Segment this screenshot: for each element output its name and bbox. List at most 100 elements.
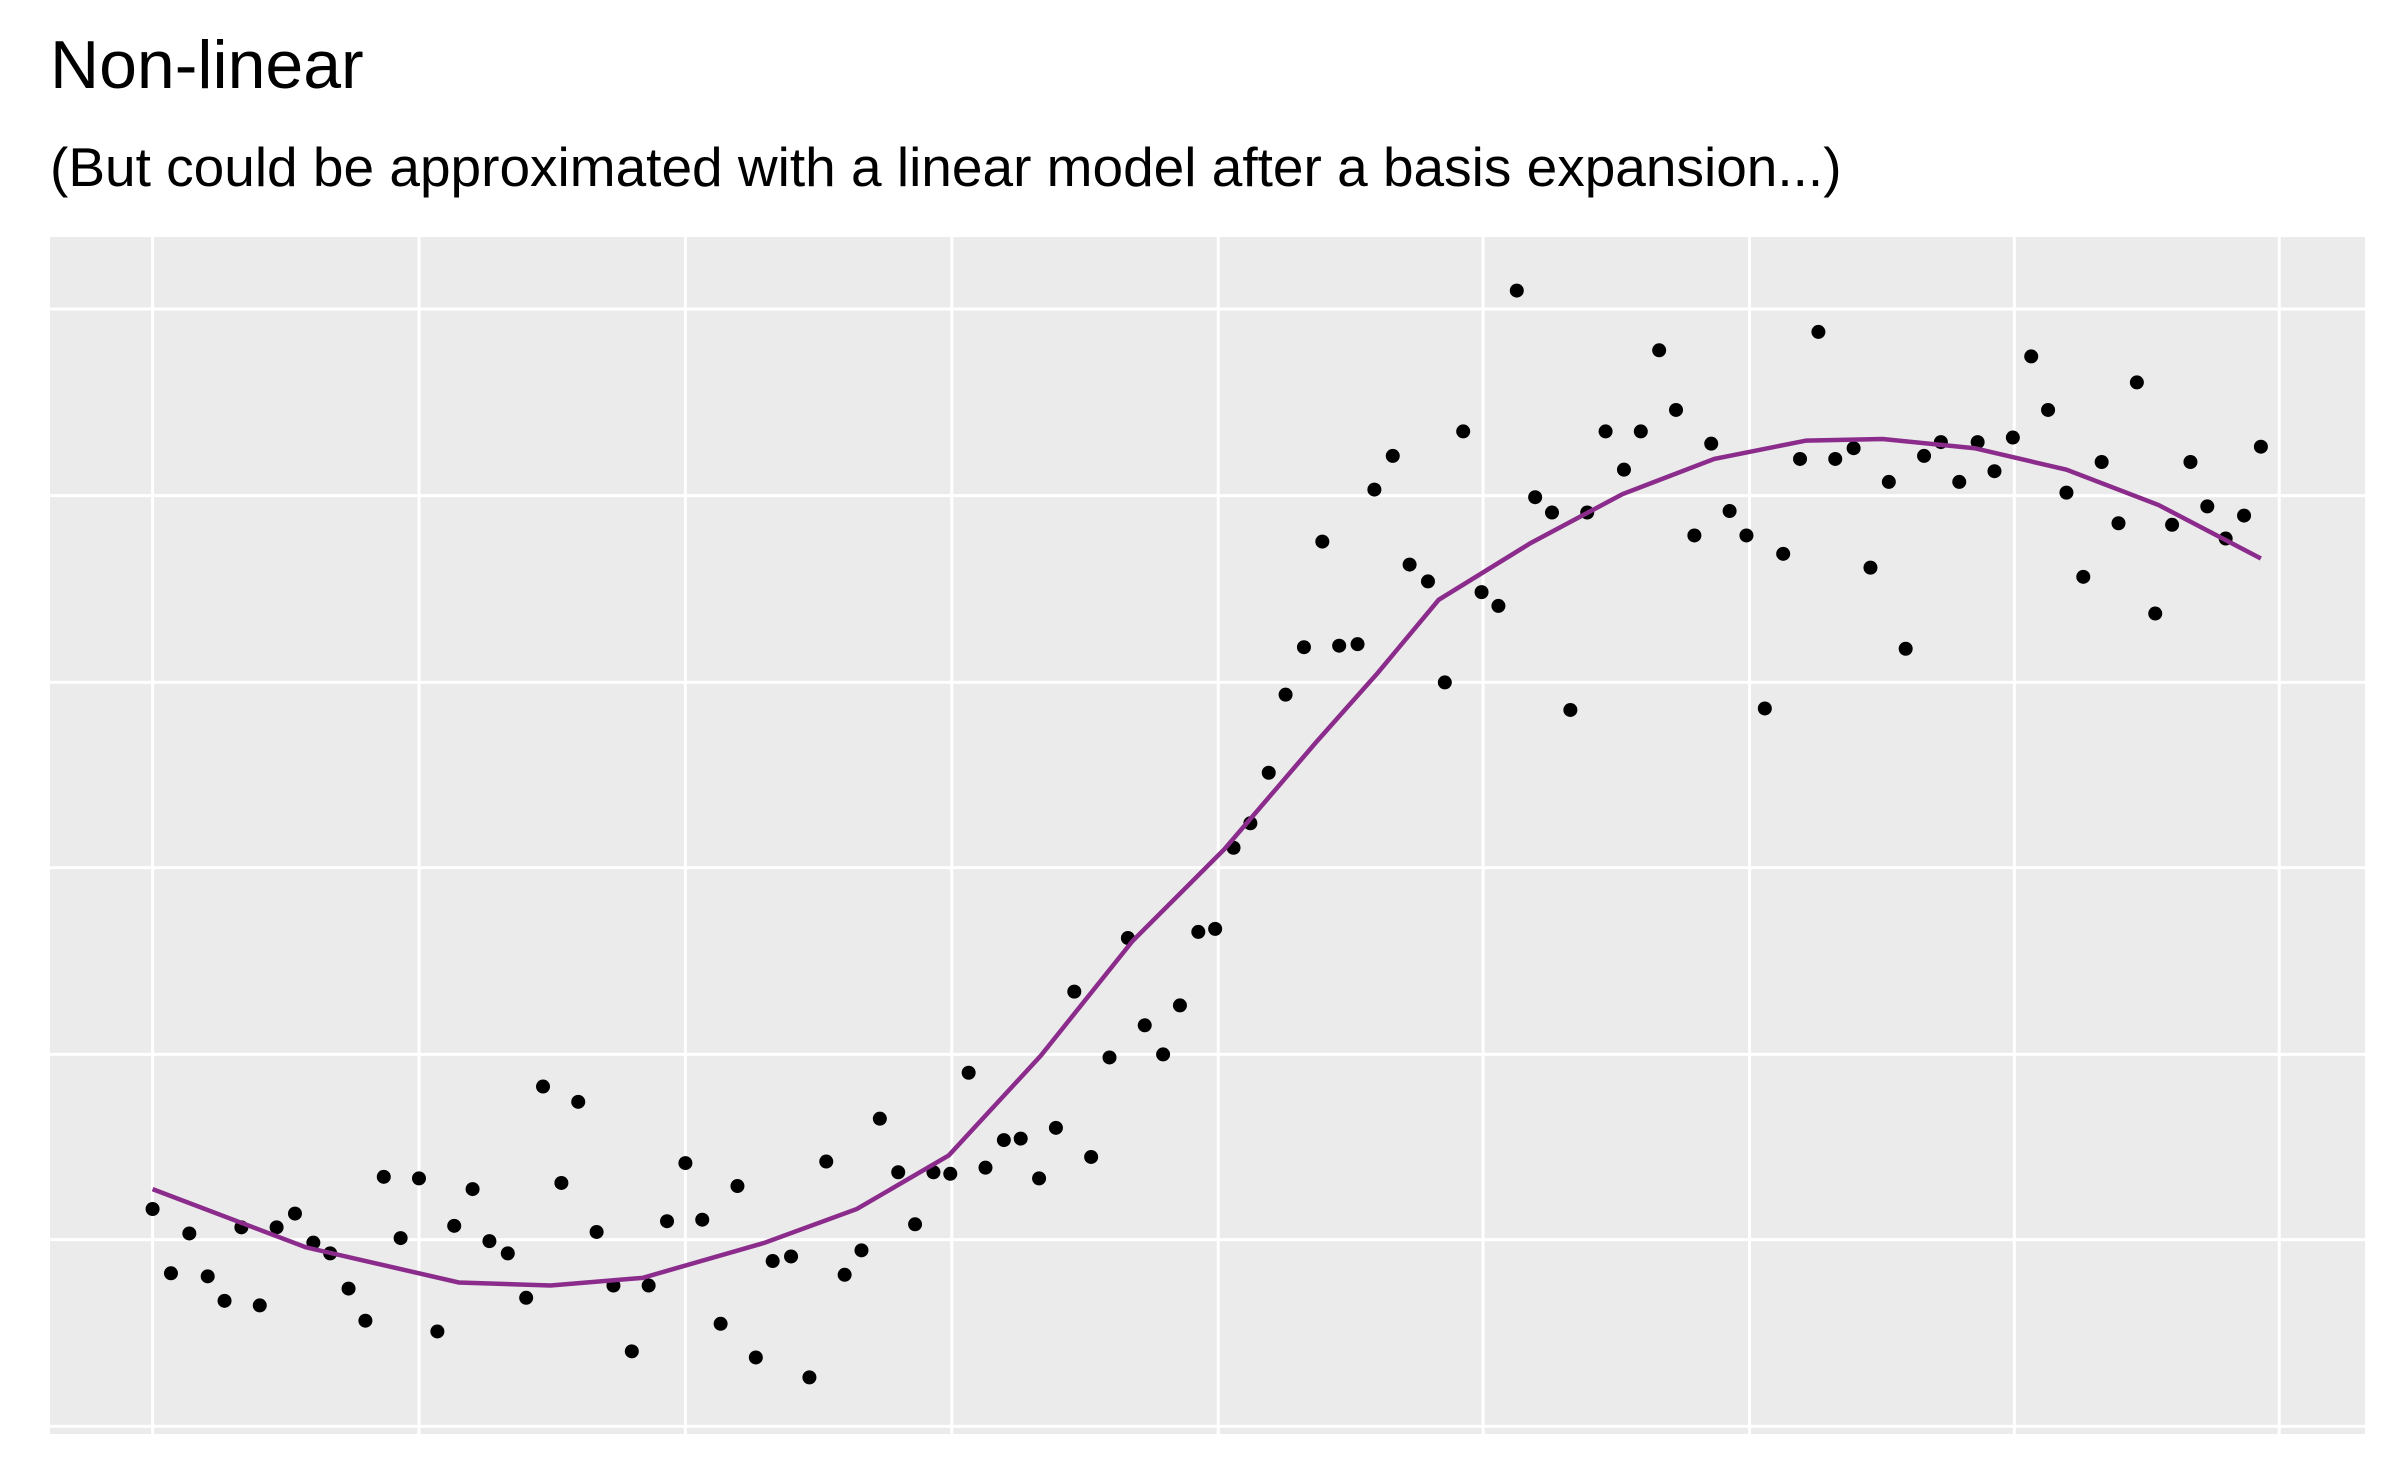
point — [2200, 499, 2215, 514]
point — [765, 1254, 780, 1269]
point — [411, 1171, 426, 1186]
point — [1563, 702, 1578, 717]
point — [2041, 402, 2056, 417]
point — [1013, 1131, 1028, 1146]
point — [802, 1370, 817, 1385]
point — [695, 1212, 710, 1227]
point — [961, 1065, 976, 1080]
point — [1172, 998, 1187, 1013]
point — [2059, 485, 2074, 500]
point — [1474, 585, 1489, 600]
point — [163, 1266, 178, 1281]
point — [358, 1313, 373, 1328]
point — [641, 1278, 656, 1293]
point — [1793, 451, 1808, 466]
point — [748, 1350, 763, 1365]
point — [1402, 557, 1417, 572]
point — [376, 1169, 391, 1184]
point — [1828, 451, 1843, 466]
point — [447, 1218, 462, 1233]
point — [908, 1217, 923, 1232]
point — [1652, 343, 1667, 358]
point — [1528, 490, 1543, 505]
point — [1722, 503, 1737, 518]
point — [1191, 924, 1206, 939]
point — [1261, 765, 1276, 780]
point — [519, 1290, 534, 1305]
point — [678, 1156, 693, 1171]
point — [2005, 430, 2020, 445]
point — [1437, 675, 1452, 690]
point — [571, 1094, 586, 1109]
point — [2076, 569, 2091, 584]
point — [145, 1201, 160, 1216]
point — [1970, 435, 1985, 450]
point — [1296, 640, 1311, 655]
point — [730, 1179, 745, 1194]
point — [1633, 424, 1648, 439]
point — [1917, 448, 1932, 463]
point — [1669, 402, 1684, 417]
point — [624, 1344, 639, 1359]
point — [943, 1166, 958, 1181]
point — [1952, 474, 1967, 489]
point — [1102, 1050, 1117, 1065]
point — [1598, 424, 1613, 439]
point — [200, 1269, 215, 1284]
point — [2237, 508, 2252, 523]
point — [1846, 441, 1861, 456]
point — [554, 1175, 569, 1190]
point — [1385, 448, 1400, 463]
chart-subtitle: (But could be approximated with a linear… — [50, 136, 1842, 198]
point — [872, 1111, 887, 1126]
plot-panel — [50, 237, 2365, 1434]
point — [1491, 598, 1506, 613]
smooth-line — [151, 436, 2262, 1288]
point — [1881, 474, 1896, 489]
point — [1863, 560, 1878, 575]
point — [2094, 455, 2109, 470]
point — [1315, 534, 1330, 549]
point — [1137, 1018, 1152, 1033]
point — [1704, 436, 1719, 451]
point — [1616, 462, 1631, 477]
point — [1687, 528, 1702, 543]
point — [1084, 1149, 1099, 1164]
point — [287, 1206, 302, 1221]
point — [1757, 701, 1772, 716]
point — [2183, 455, 2198, 470]
point — [1067, 984, 1082, 999]
point — [393, 1231, 408, 1246]
point — [1208, 921, 1223, 936]
point — [1987, 464, 2002, 479]
point — [1156, 1047, 1171, 1062]
point — [2111, 516, 2126, 531]
point — [536, 1079, 551, 1094]
point — [500, 1246, 515, 1261]
point — [341, 1281, 356, 1296]
point — [1456, 424, 1471, 439]
point — [1776, 546, 1791, 561]
point — [837, 1267, 852, 1282]
point — [2024, 349, 2039, 364]
point — [1032, 1171, 1047, 1186]
point — [660, 1214, 675, 1229]
point — [1420, 574, 1435, 589]
point — [2253, 439, 2268, 454]
point — [1278, 687, 1293, 702]
point — [784, 1249, 799, 1264]
point — [891, 1165, 906, 1180]
point — [589, 1224, 604, 1239]
point — [713, 1316, 728, 1331]
point — [269, 1220, 284, 1235]
point — [2129, 375, 2144, 390]
point — [1509, 283, 1524, 298]
point — [1544, 505, 1559, 520]
point — [430, 1324, 445, 1339]
point — [2148, 606, 2163, 621]
point — [1898, 641, 1913, 656]
point — [978, 1160, 993, 1175]
point — [819, 1154, 834, 1169]
